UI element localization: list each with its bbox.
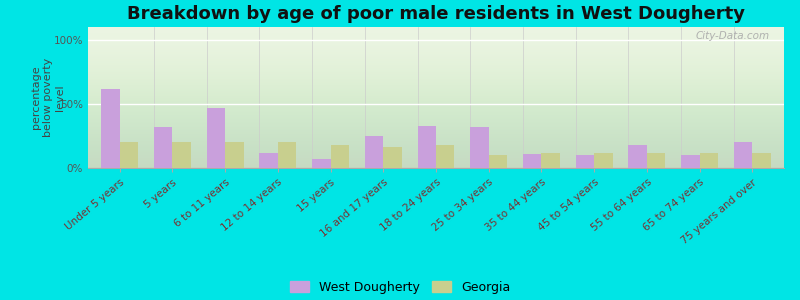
Bar (576, 155, 594, 168)
Bar (225, 142, 243, 168)
Bar (330, 145, 349, 168)
Bar (312, 159, 330, 168)
Bar (436, 145, 454, 168)
Y-axis label: percentage
below poverty
level: percentage below poverty level (30, 58, 66, 137)
Bar (752, 153, 771, 168)
Bar (259, 153, 278, 168)
Bar (172, 142, 191, 168)
Bar (734, 142, 752, 168)
Bar (154, 127, 172, 168)
Text: City-Data.com: City-Data.com (696, 31, 770, 41)
Bar (365, 136, 383, 168)
Bar (101, 88, 120, 168)
Bar (383, 148, 402, 168)
Bar (120, 142, 138, 168)
Legend: West Dougherty, Georgia: West Dougherty, Georgia (290, 281, 510, 294)
Bar (594, 153, 613, 168)
Bar (629, 145, 647, 168)
Bar (206, 108, 225, 168)
Bar (418, 126, 436, 168)
Bar (489, 155, 507, 168)
Bar (647, 153, 666, 168)
Bar (523, 154, 542, 168)
Bar (470, 127, 489, 168)
Bar (278, 142, 296, 168)
Title: Breakdown by age of poor male residents in West Dougherty: Breakdown by age of poor male residents … (127, 5, 745, 23)
Bar (542, 153, 560, 168)
Bar (700, 153, 718, 168)
Bar (681, 155, 700, 168)
